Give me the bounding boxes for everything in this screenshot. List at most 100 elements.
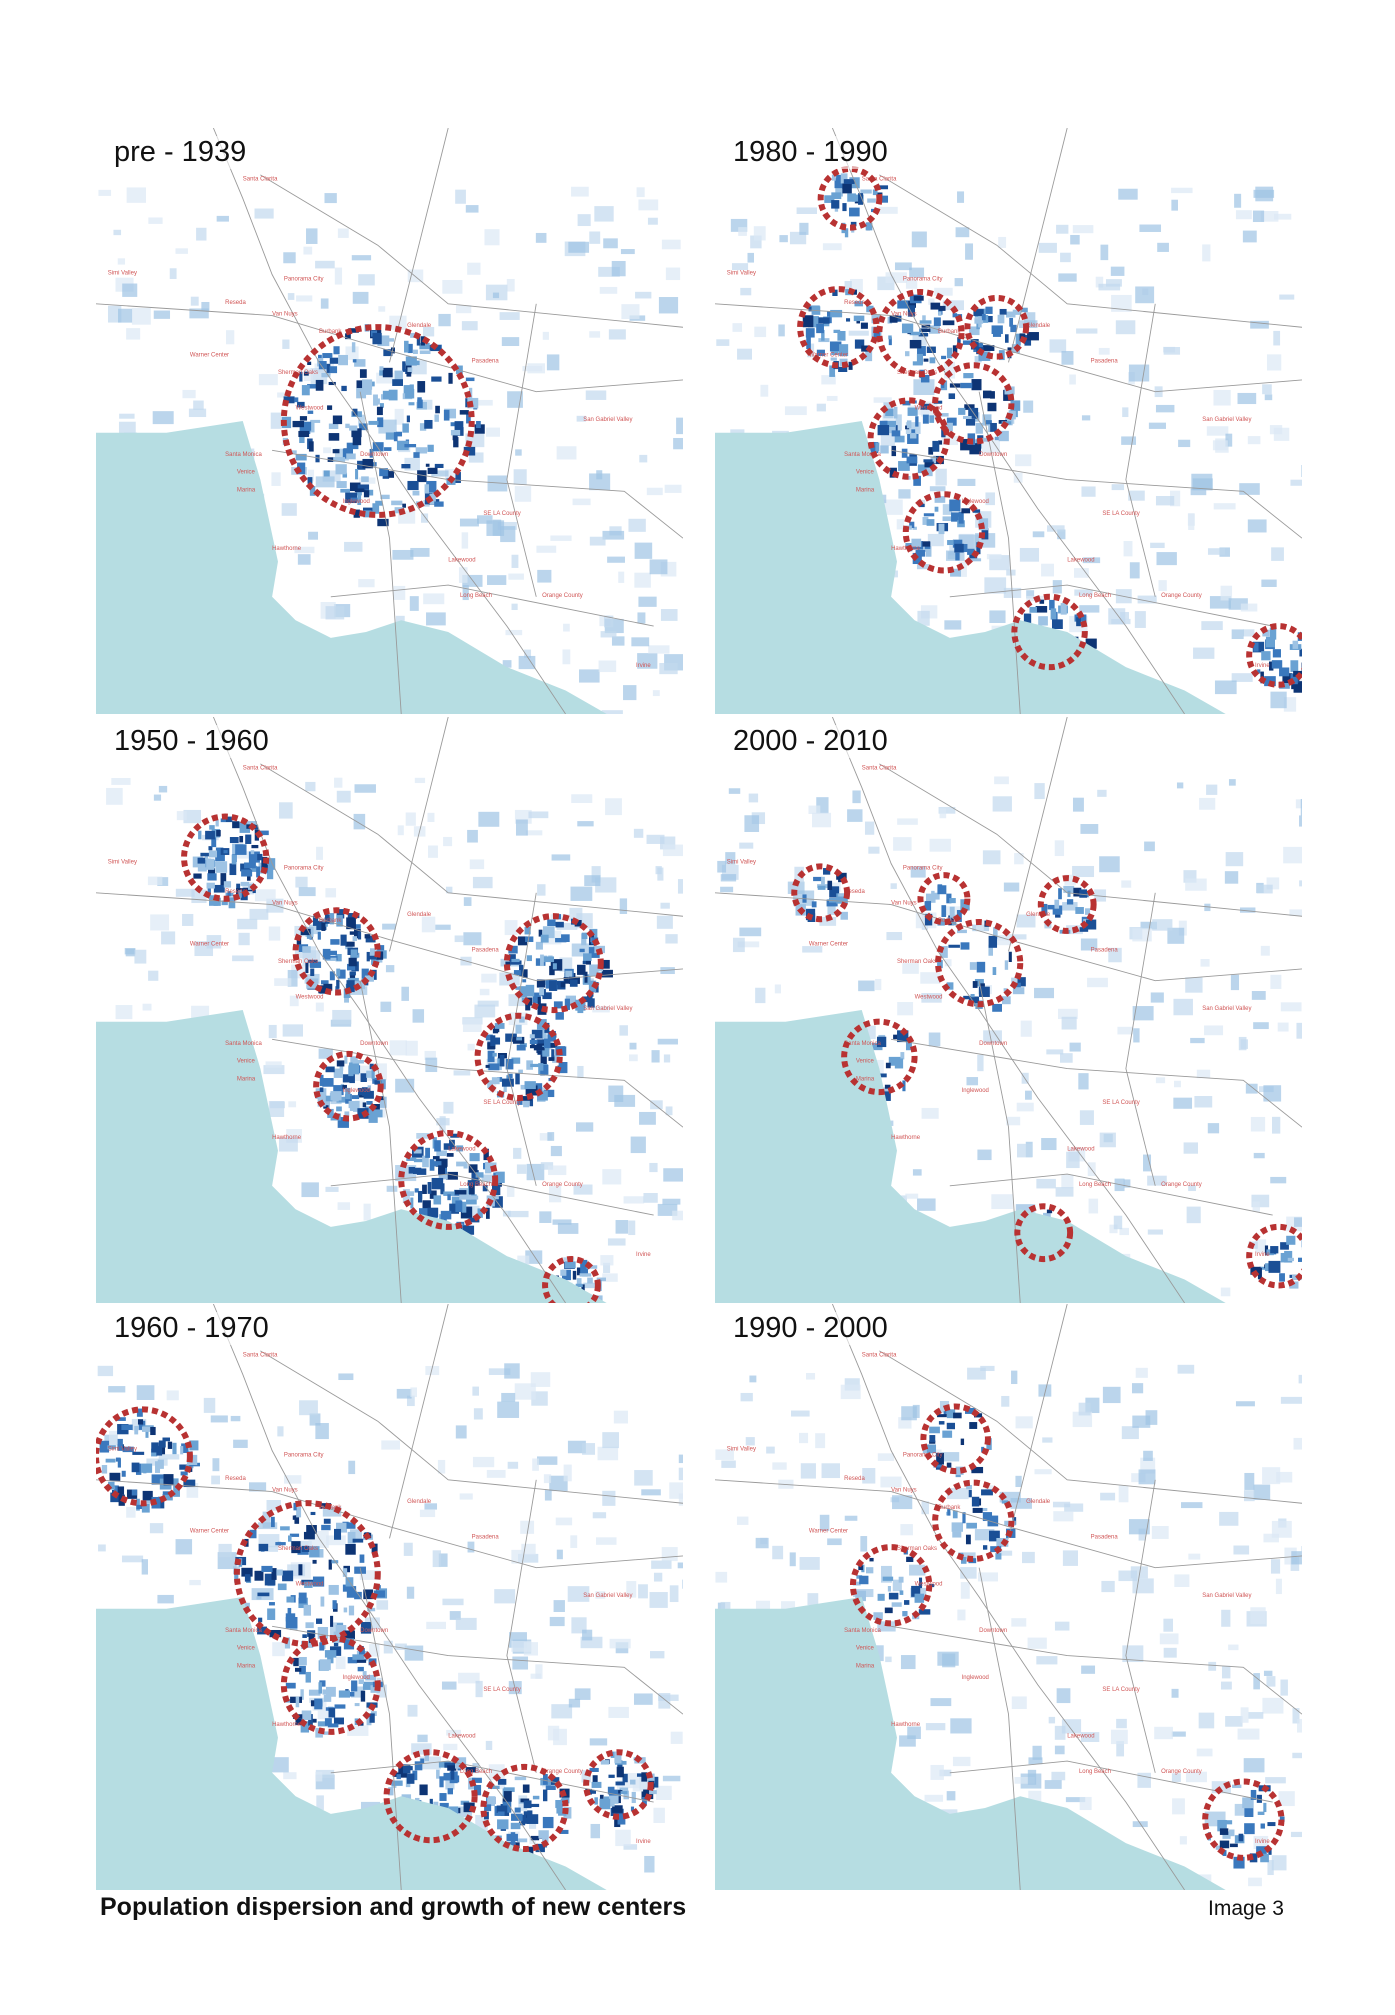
density-patch [532,992,541,1004]
density-patch [360,1073,367,1082]
density-patch [321,980,329,985]
density-patch [511,1549,524,1564]
center-circle [1011,593,1088,671]
density-patch [467,1180,480,1186]
density-patch [157,1594,174,1604]
density-patch [907,305,916,317]
density-patch [948,393,956,400]
density-patch [948,944,960,948]
density-patch [994,436,1003,441]
density-patch [575,999,586,1011]
place-label: Long Beach [1079,593,1111,599]
density-patch [511,603,518,611]
place-label: Santa Clarita [243,177,278,183]
density-patch [1221,1609,1231,1627]
density-patch [952,313,958,318]
density-patch [844,281,852,293]
density-patch [656,1785,672,1800]
density-patch [328,1559,332,1570]
density-patch [899,1590,904,1595]
map-panel: Santa Clarita Simi Valley Reseda Panorama C… [96,1304,683,1890]
density-patch [1157,242,1169,252]
density-patch [368,1112,378,1123]
density-patch [1055,1187,1074,1197]
density-patch [611,260,626,277]
density-patch [1188,1553,1201,1560]
density-patch [216,830,221,837]
density-patch [545,1042,558,1048]
density-patch [392,379,403,386]
density-patch [1012,309,1022,315]
density-patch [325,888,337,898]
density-patch [954,278,963,287]
density-patch [446,1153,454,1157]
density-patch [297,554,311,565]
density-patch [256,1596,262,1600]
road [506,1479,537,1773]
density-patch [957,1609,966,1621]
density-patch [538,1063,544,1076]
density-patch [348,1100,360,1109]
density-patch [816,349,825,356]
density-patch [615,1220,629,1234]
density-patch [478,811,500,827]
density-patch [301,385,310,396]
density-patch [893,837,912,851]
density-patch [576,1278,582,1287]
density-patch [382,923,396,930]
density-patch [1159,1633,1179,1645]
density-patch [434,414,439,422]
density-patch [267,1608,276,1620]
density-patch [350,1686,364,1698]
density-patch [1131,1383,1144,1394]
density-patch [665,934,678,944]
density-patch [389,1040,407,1056]
density-patch [294,397,299,403]
density-patch [830,309,843,318]
density-patch [334,1704,346,1709]
density-patch [1020,1020,1032,1037]
density-patch [315,1769,335,1778]
density-patch [485,1064,490,1068]
density-patch [1173,998,1193,1016]
density-patch [525,1085,538,1096]
density-patch [599,1798,611,1810]
density-patch [455,472,461,483]
density-patch [299,1400,318,1416]
density-patch [407,1704,418,1717]
density-patch [799,1432,809,1444]
road [359,391,402,714]
density-patch [579,1273,592,1277]
density-patch [1266,1249,1274,1256]
density-patch [740,287,752,296]
density-patch [461,321,478,331]
density-patch [663,1054,671,1063]
density-patch [412,490,420,496]
density-patch [333,346,340,355]
density-patch [348,957,357,967]
density-patch [772,1545,784,1560]
density-patch [599,959,610,969]
density-patch [910,432,917,439]
density-patch [1269,425,1283,435]
road [212,128,566,714]
panel-title: 1980 - 1990 [727,136,894,169]
density-patch [334,448,349,461]
density-patch [1262,629,1270,637]
density-patch [944,959,952,967]
density-patch [1260,211,1279,222]
density-patch [333,1717,344,1725]
road [1008,128,1068,363]
density-patch [338,354,349,366]
density-patch [601,710,623,714]
density-patch [1080,938,1098,951]
density-patch [279,802,293,819]
density-patch [898,489,911,499]
center-circle [280,324,475,518]
density-patch [831,192,842,200]
density-patch [1263,1533,1279,1543]
density-patch [628,1054,638,1062]
density-patch [673,437,683,450]
density-patch [391,500,403,506]
density-patch [329,357,339,364]
